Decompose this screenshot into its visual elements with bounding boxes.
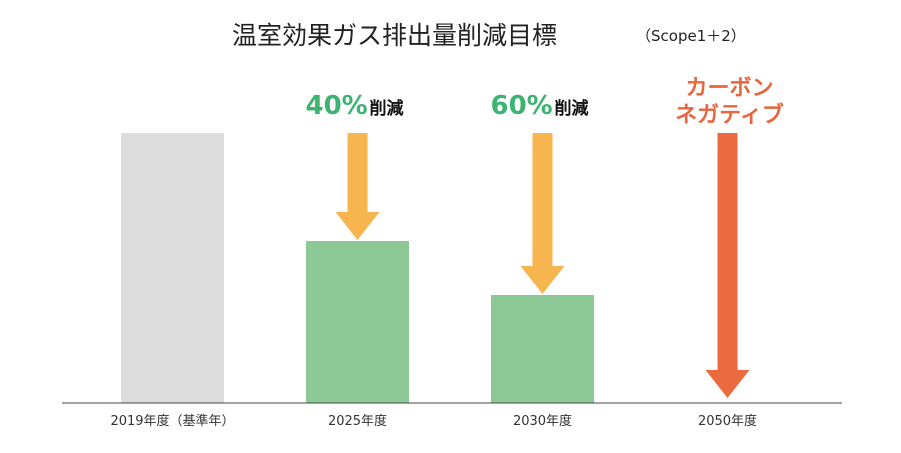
annotation-text: 削減: [370, 98, 404, 119]
annotation-text: 削減: [555, 98, 589, 119]
x-tick-label: 2019年度（基準年）: [110, 413, 234, 429]
chart-title: 温室効果ガス排出量削減目標: [232, 21, 557, 50]
x-tick-label: 2050年度: [698, 413, 757, 429]
annotation-line: カーボン: [685, 76, 773, 101]
annotation-line: ネガティブ: [675, 102, 784, 128]
bar: [121, 133, 224, 403]
annotation-percent: 40%: [306, 91, 368, 121]
x-tick-label: 2025年度: [328, 413, 387, 429]
reduction-arrow: [520, 133, 565, 294]
bar: [491, 295, 594, 403]
annotation-label: 40% 削減: [306, 91, 404, 121]
chart-subtitle: （Scope1＋2）: [636, 27, 746, 45]
reduction-arrow: [705, 133, 750, 398]
annotation-label: 60% 削減: [491, 91, 589, 121]
bar: [306, 241, 409, 403]
reduction-arrow: [335, 133, 380, 240]
x-tick-label: 2030年度: [513, 413, 572, 429]
annotation-percent: 60%: [491, 91, 553, 121]
